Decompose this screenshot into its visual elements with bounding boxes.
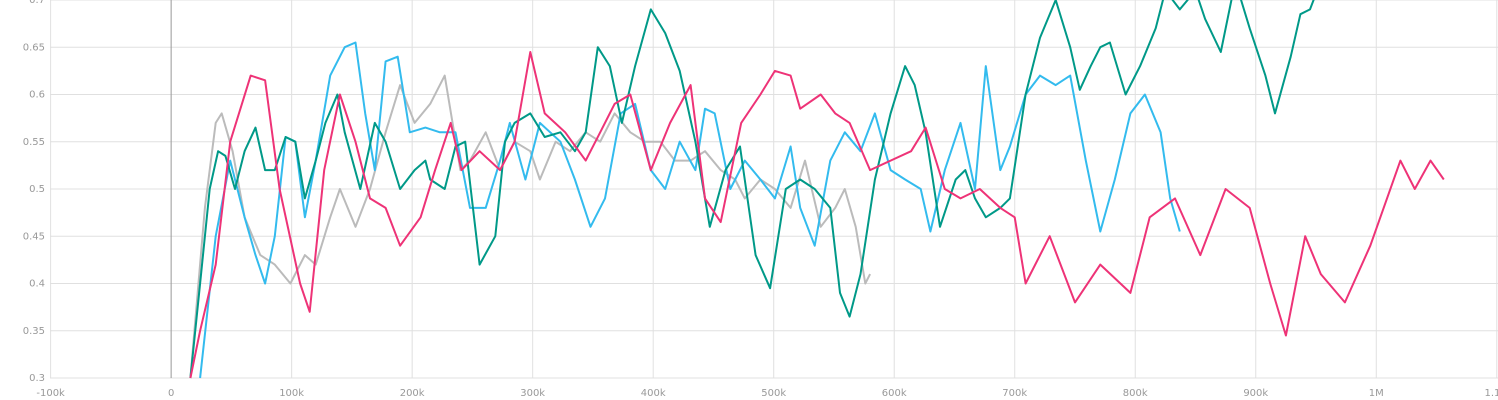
x-tick-label: 900k bbox=[1243, 388, 1268, 399]
x-tick-label: 0 bbox=[168, 388, 174, 399]
x-tick-label: 1.1M bbox=[1485, 388, 1498, 399]
x-tick-label: 800k bbox=[1123, 388, 1148, 399]
axes: 0.3 0.35 0.4 0.45 0.5 0.55 0.6 0.65 0.7 -100k 0 100… bbox=[23, 0, 1498, 399]
x-tick-label: 1M bbox=[1369, 388, 1384, 399]
y-tick-label: 0.45 bbox=[23, 231, 45, 242]
x-tick-label: -100k bbox=[36, 388, 65, 399]
x-tick-label: 700k bbox=[1002, 388, 1027, 399]
series-line bbox=[189, 51, 1445, 379]
x-tick-label: 400k bbox=[641, 388, 666, 399]
y-tick-label: 0.35 bbox=[23, 326, 45, 337]
series-line bbox=[199, 41, 1181, 379]
y-tick-label: 0.6 bbox=[29, 90, 45, 101]
x-tick-label: 600k bbox=[882, 388, 907, 399]
x-tick-label: 100k bbox=[279, 388, 304, 399]
x-tick-label: 300k bbox=[520, 388, 545, 399]
x-tick-label: 500k bbox=[761, 388, 786, 399]
y-tick-label: 0.5 bbox=[29, 184, 45, 195]
x-tick-label: 200k bbox=[400, 388, 425, 399]
plot-area bbox=[189, 0, 1445, 379]
y-tick-label: 0.4 bbox=[29, 279, 45, 290]
y-tick-label: 0.3 bbox=[29, 373, 45, 384]
y-tick-label: 0.7 bbox=[29, 0, 45, 6]
series-line bbox=[189, 74, 871, 379]
y-tick-label: 0.55 bbox=[23, 137, 45, 148]
y-tick-label: 0.65 bbox=[23, 42, 45, 53]
